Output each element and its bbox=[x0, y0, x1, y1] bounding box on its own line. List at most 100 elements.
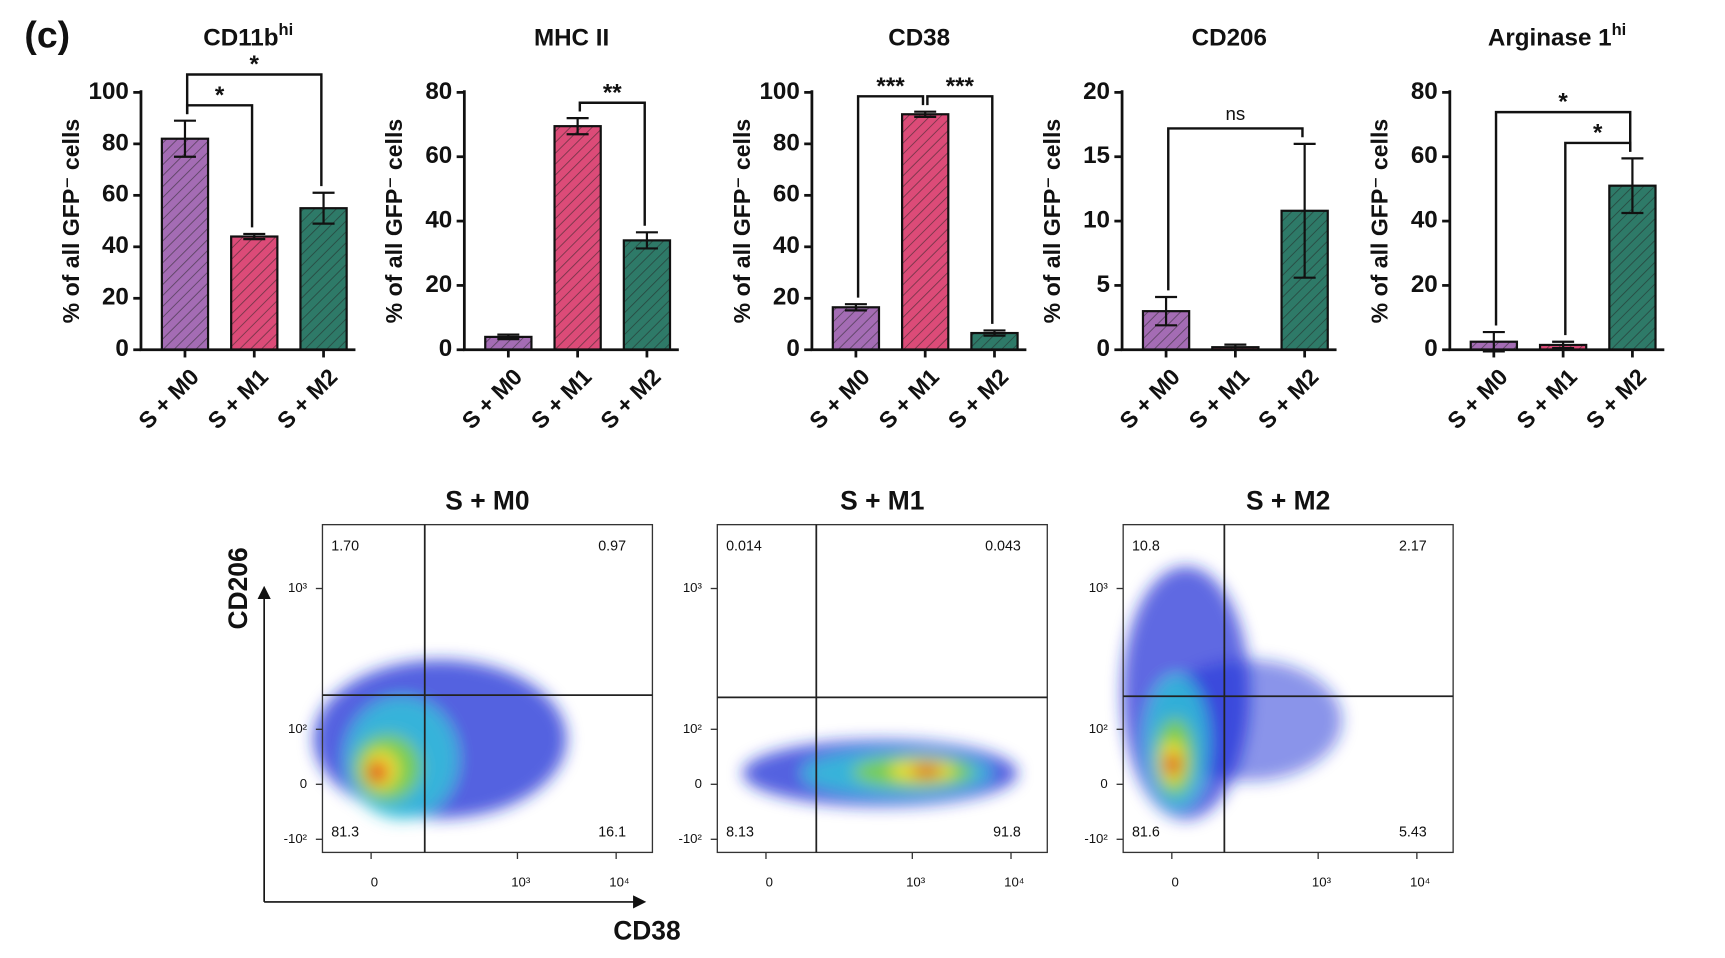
significance-bracket bbox=[856, 95, 925, 298]
plot-title: S + M2 bbox=[1246, 486, 1330, 516]
panel-label: (c) bbox=[24, 13, 70, 55]
error-bar bbox=[635, 231, 658, 250]
y-tick-label: 40 bbox=[1411, 206, 1438, 233]
chart-title: CD206 bbox=[1192, 25, 1267, 52]
y-axis-label: % of all GFP⁻ cells bbox=[1039, 119, 1065, 324]
axes bbox=[810, 90, 1027, 352]
title-text: CD38 bbox=[888, 25, 950, 52]
y-tick-label: 10³ bbox=[288, 580, 308, 595]
plot-frame bbox=[1122, 523, 1454, 854]
significance-label: *** bbox=[946, 73, 975, 100]
y-tick-label: 20 bbox=[773, 284, 800, 311]
x-axis-label: CD38 bbox=[613, 916, 680, 946]
x-tick-label: S + M1 bbox=[526, 363, 597, 434]
title-superscript: hi bbox=[279, 21, 294, 39]
y-tick-label: 80 bbox=[425, 78, 452, 105]
x-tick-label: 0 bbox=[1171, 875, 1178, 890]
x-tick-label: S + M2 bbox=[272, 363, 343, 434]
density-cloud bbox=[910, 765, 942, 777]
significance-bracket bbox=[578, 101, 646, 226]
y-tick-label: 20 bbox=[425, 271, 452, 298]
x-tick-label: S + M0 bbox=[1442, 363, 1513, 434]
quadrant-label: 10.8 bbox=[1132, 538, 1160, 554]
title-text: MHC II bbox=[534, 25, 609, 52]
x-tick-label: S + M0 bbox=[457, 363, 528, 434]
significance-bracket bbox=[1494, 110, 1632, 326]
x-tick-label: S + M1 bbox=[203, 363, 274, 434]
y-tick-label: 0 bbox=[786, 335, 799, 362]
error-bar bbox=[983, 329, 1006, 337]
error-bar bbox=[243, 232, 266, 241]
y-tick-label: -10² bbox=[1084, 831, 1108, 846]
y-tick-label: 0 bbox=[300, 776, 307, 791]
y-tick-label: 0 bbox=[115, 335, 128, 362]
x-tick-label: 10⁴ bbox=[1004, 875, 1025, 890]
significance-label: ** bbox=[603, 79, 622, 106]
y-tick-label: 100 bbox=[759, 78, 799, 105]
title-text: CD206 bbox=[1192, 25, 1267, 52]
x-tick-label: 10⁴ bbox=[1410, 875, 1431, 890]
bar bbox=[230, 235, 279, 351]
x-tick-label: 10³ bbox=[1312, 875, 1332, 890]
plot-frame bbox=[321, 523, 654, 854]
x-tick-label: 10³ bbox=[511, 875, 531, 890]
quadrant-label: 81.3 bbox=[331, 824, 359, 840]
y-tick-label: 0 bbox=[695, 776, 702, 791]
bar bbox=[553, 125, 602, 351]
y-tick-label: 80 bbox=[1411, 78, 1438, 105]
chart-title: Arginase 1hi bbox=[1488, 21, 1626, 52]
error-bar bbox=[1552, 340, 1575, 350]
significance-label: * bbox=[1558, 89, 1568, 116]
error-bar bbox=[566, 117, 589, 136]
y-tick-label: 15 bbox=[1083, 142, 1110, 169]
significance-label: * bbox=[250, 51, 260, 78]
y-tick-label: 40 bbox=[773, 232, 800, 259]
quadrant-label: 16.1 bbox=[598, 824, 626, 840]
axes bbox=[1448, 90, 1665, 352]
error-bar bbox=[1155, 295, 1178, 327]
quadrant-label: 0.043 bbox=[985, 538, 1021, 554]
bar bbox=[831, 306, 881, 351]
x-tick-label: S + M2 bbox=[1581, 363, 1652, 434]
x-tick-label: 0 bbox=[766, 875, 773, 890]
y-tick-label: 0 bbox=[1097, 335, 1110, 362]
y-tick-label: 60 bbox=[102, 181, 129, 208]
x-tick-label: 10³ bbox=[906, 875, 926, 890]
y-axis-label: % of all GFP⁻ cells bbox=[729, 119, 755, 324]
x-tick-label: 10⁴ bbox=[609, 875, 630, 890]
x-tick-label: S + M0 bbox=[1114, 363, 1185, 434]
density-cloud-group bbox=[313, 659, 567, 820]
y-tick-label: -10² bbox=[284, 831, 308, 846]
significance-label: ns bbox=[1225, 103, 1245, 124]
chart-title: CD11bhi bbox=[203, 21, 293, 52]
y-tick-label: 10² bbox=[1089, 721, 1109, 736]
plot-frame bbox=[716, 523, 1048, 854]
significance-bracket bbox=[185, 73, 323, 187]
density-cloud-group bbox=[1122, 566, 1343, 820]
x-tick-label: S + M2 bbox=[1253, 363, 1324, 434]
quadrant-label: 2.17 bbox=[1399, 538, 1427, 554]
error-bar bbox=[497, 333, 520, 341]
quadrant-label: 81.6 bbox=[1132, 824, 1160, 840]
quadrant-label: 0.97 bbox=[598, 538, 626, 554]
x-tick-label: S + M0 bbox=[133, 363, 204, 434]
quadrant-label: 8.13 bbox=[726, 824, 754, 840]
quadrant-label: 1.70 bbox=[331, 538, 359, 554]
y-tick-label: 80 bbox=[102, 129, 129, 156]
axes bbox=[462, 90, 679, 352]
bar bbox=[900, 113, 950, 351]
density-cloud-group bbox=[742, 740, 1018, 807]
y-tick-label: 60 bbox=[425, 142, 452, 169]
bar bbox=[160, 137, 210, 351]
plot-title: S + M0 bbox=[445, 486, 529, 516]
density-cloud bbox=[1164, 753, 1181, 776]
x-tick-label: S + M2 bbox=[595, 363, 666, 434]
significance-label: * bbox=[215, 82, 225, 109]
x-tick-label: S + M1 bbox=[1184, 363, 1255, 434]
error-bar bbox=[1621, 157, 1644, 215]
title-text: Arginase 1 bbox=[1488, 25, 1612, 52]
error-bar bbox=[844, 303, 867, 312]
y-axis-label: CD206 bbox=[223, 547, 253, 629]
